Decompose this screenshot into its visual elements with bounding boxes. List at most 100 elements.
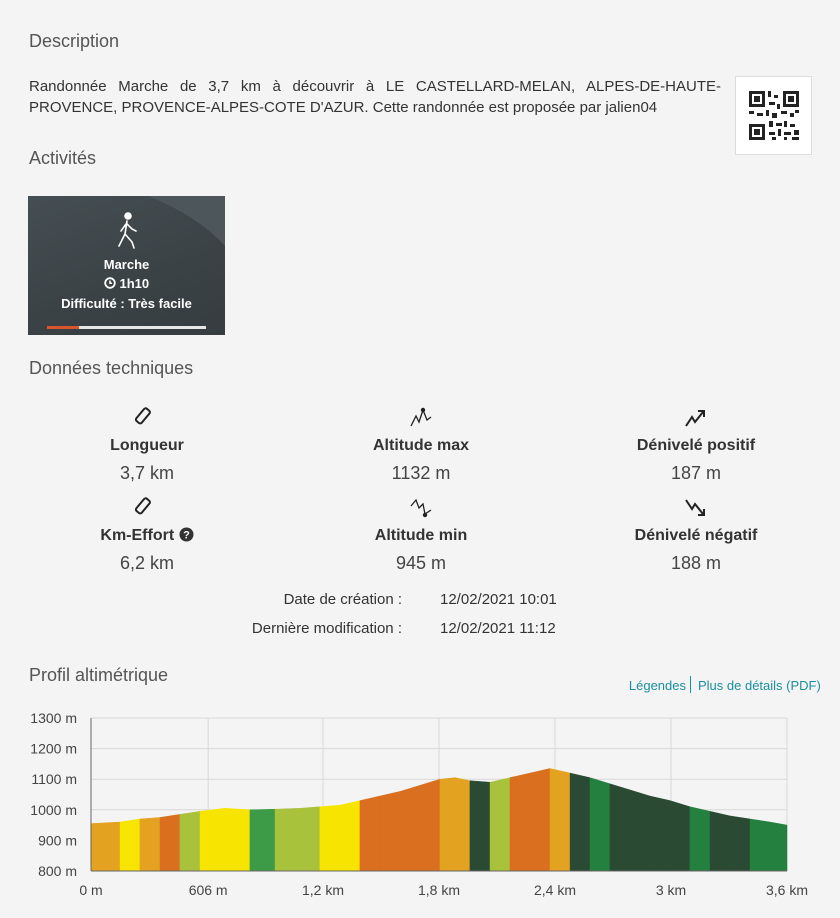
- y-tick-label: 1000 m: [30, 802, 77, 818]
- tech-item: Km-Effort ? 6,2 km: [27, 496, 267, 574]
- tech-value: 188 m: [670, 553, 722, 573]
- tech-label-text: Altitude min: [374, 527, 468, 544]
- legend-link[interactable]: Légendes: [628, 678, 686, 693]
- elevation-segment: [139, 817, 161, 872]
- elevation-segment: [689, 806, 711, 872]
- tech-label-text: Dénivelé négatif: [634, 527, 758, 544]
- clock-icon: [104, 277, 116, 289]
- activity-duration-row: 1h10: [28, 276, 225, 291]
- tech-label: Dénivelé positif: [576, 437, 816, 455]
- section-title: Activités: [29, 148, 97, 168]
- section-title: Profil altimétrique: [29, 665, 169, 685]
- y-tick-label: 800 m: [38, 863, 77, 879]
- tech-value: 1132 m: [391, 463, 451, 483]
- elevation-segment: [629, 789, 651, 872]
- tech-value: 3,7 km: [119, 463, 175, 483]
- elevation-segment: [769, 821, 788, 872]
- card-decoration: [47, 196, 225, 329]
- elevation-segment: [549, 768, 571, 872]
- tech-label-text: Longueur: [110, 437, 184, 454]
- elevation-segment: [609, 783, 631, 872]
- description-text: Randonnée Marche de 3,7 km à découvrir à…: [29, 78, 721, 116]
- tech-value: 945 m: [395, 553, 447, 573]
- elevation-segment: [709, 811, 731, 872]
- date-value: 12/02/2021 10:01: [440, 591, 557, 608]
- y-tick-label: 1200 m: [30, 741, 77, 757]
- pdf-link[interactable]: Plus de détails (PDF): [698, 678, 821, 693]
- activity-duration: 1h10: [119, 276, 150, 291]
- activity-name: Marche: [103, 257, 150, 272]
- qr-code[interactable]: [735, 76, 812, 155]
- elevation-segment: [439, 777, 456, 872]
- elevation-segment: [299, 806, 321, 872]
- tech-label-text: Dénivelé positif: [636, 437, 756, 454]
- activity-difficulty: Difficulté : Très facile: [61, 296, 192, 311]
- x-tick-label: 1,8 km: [418, 882, 460, 898]
- x-tick-label: 2,4 km: [534, 882, 576, 898]
- tech-label: Altitude max: [301, 437, 541, 455]
- tech-item: Longueur 3,7 km: [27, 406, 267, 484]
- tech-icon: [134, 407, 151, 425]
- tech-label: Dénivelé négatif: [576, 527, 816, 545]
- x-tick-label: 1,2 km: [302, 882, 344, 898]
- qr-image: [749, 91, 799, 140]
- elevation-segment: [179, 811, 201, 872]
- section-title: Données techniques: [29, 358, 194, 378]
- elevation-segment: [399, 784, 421, 872]
- elevation-segment: [749, 818, 771, 872]
- elevation-segment: [669, 800, 691, 872]
- date-label: Dernière modification :: [251, 620, 402, 637]
- tech-value: 6,2 km: [119, 553, 175, 573]
- section-title: Description: [29, 31, 120, 51]
- elevation-segment: [159, 814, 181, 872]
- elevation-segment: [729, 815, 751, 872]
- tech-icon: [410, 407, 432, 427]
- x-tick-label: 3,6 km: [766, 882, 808, 898]
- elevation-chart: 800 m 900 m 1000 m 1100 m 1200 m 1300 m 0 m 606…: [30, 710, 808, 898]
- elevation-segment: [569, 772, 591, 872]
- date-value: 12/02/2021 11:12: [440, 620, 556, 637]
- elevation-segment: [274, 808, 301, 872]
- tech-item: Altitude min 945 m: [301, 496, 541, 574]
- y-tick-label: 1100 m: [31, 771, 77, 787]
- x-tick-label: 606 m: [189, 882, 228, 898]
- elevation-segment: [319, 804, 341, 872]
- y-tick-label: 1300 m: [30, 710, 77, 726]
- elevation-segment: [589, 777, 611, 872]
- tech-icon: [134, 497, 151, 515]
- activity-card[interactable]: Marche 1h10 Difficulté : Très facile: [28, 196, 225, 335]
- elevation-segment: [379, 791, 401, 872]
- tech-item: Altitude max 1132 m: [301, 406, 541, 484]
- elevation-segment: [489, 777, 511, 872]
- tech-label: Altitude min: [301, 527, 541, 545]
- elevation-segment: [90, 821, 121, 872]
- y-tick-label: 900 m: [38, 832, 77, 848]
- date-label: Date de création :: [283, 591, 402, 608]
- elevation-segment: [509, 772, 531, 872]
- elevation-segment: [224, 808, 251, 872]
- tech-value: 187 m: [670, 463, 722, 483]
- tech-label-text: Km-Effort: [100, 527, 175, 544]
- elevation-segment: [249, 808, 276, 872]
- help-icon[interactable]: ?: [179, 527, 194, 542]
- elevation-segment: [469, 780, 491, 872]
- tech-icon: [410, 498, 432, 518]
- elevation-segment: [529, 768, 551, 872]
- tech-label: Longueur: [27, 437, 267, 455]
- tech-item: Dénivelé positif 187 m: [576, 406, 816, 484]
- x-tick-label: 0 m: [79, 882, 102, 898]
- elevation-segment: [419, 778, 441, 872]
- tech-icon: [685, 410, 705, 427]
- elevation-segment: [649, 795, 671, 872]
- svg-text:?: ?: [183, 530, 190, 542]
- tech-icon: [685, 499, 705, 516]
- link-separator: [690, 676, 691, 693]
- elevation-segment: [119, 818, 141, 872]
- tech-item: Dénivelé négatif 188 m: [576, 496, 816, 574]
- x-tick-label: 3 km: [656, 882, 686, 898]
- elevation-segment: [359, 795, 381, 872]
- elevation-segment: [199, 807, 226, 872]
- tech-label: Km-Effort ?: [27, 527, 267, 545]
